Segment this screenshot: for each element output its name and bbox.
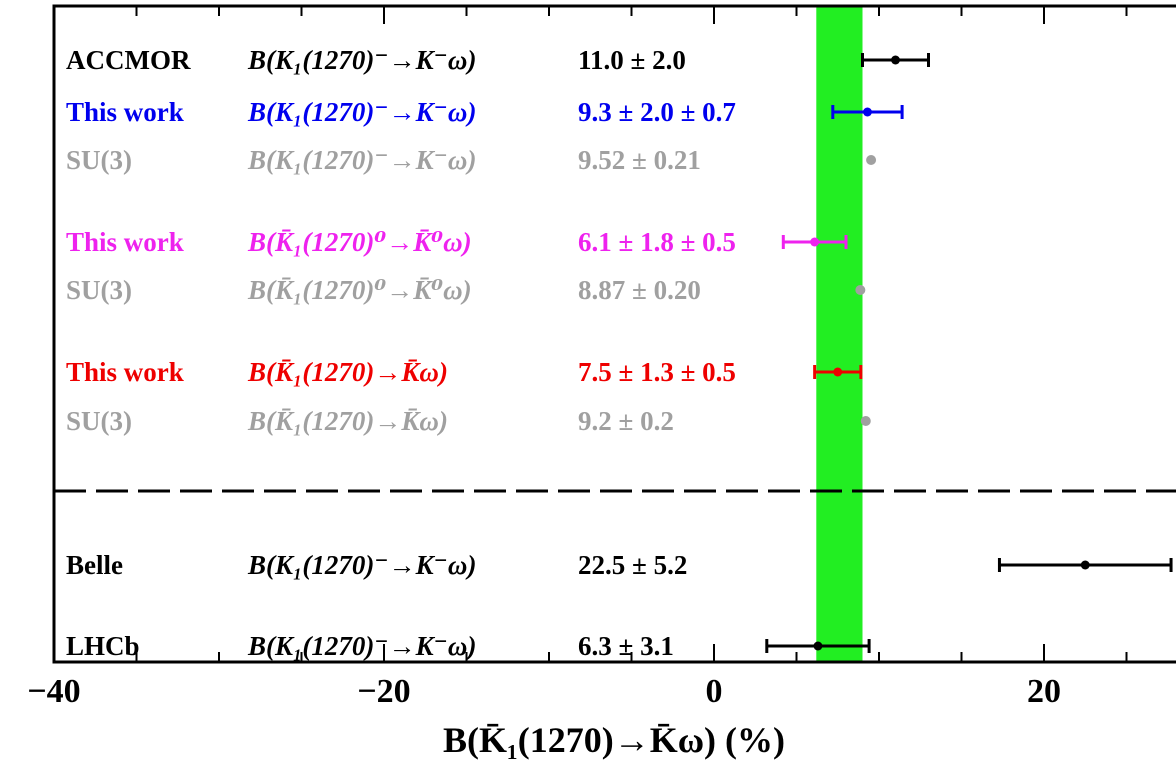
x-axis-label: B(K̄₁(1270)→K̄ω) (%) bbox=[443, 720, 785, 760]
row-value-label: 6.1 ± 1.8 ± 0.5 bbox=[578, 227, 736, 257]
average-band bbox=[816, 6, 863, 662]
data-point bbox=[866, 155, 877, 165]
row-group-label: This work bbox=[66, 227, 184, 257]
row-value-label: 9.3 ± 2.0 ± 0.7 bbox=[578, 97, 736, 127]
row-value-label: 8.87 ± 0.20 bbox=[578, 275, 701, 305]
row-group-label: LHCb bbox=[66, 631, 140, 661]
row-group-label: This work bbox=[66, 357, 184, 387]
row-group-label: SU(3) bbox=[66, 145, 132, 175]
row-process-label: B(K₁(1270)⁻→K⁻ω) bbox=[247, 550, 476, 580]
row-group-label: Belle bbox=[66, 550, 123, 580]
row-process-label: B(K₁(1270)⁻→K⁻ω) bbox=[247, 97, 476, 127]
data-point bbox=[813, 641, 823, 651]
row-process-label: B(K̄₁(1270)⁰→K̄⁰ω) bbox=[247, 275, 472, 305]
row-process-label: B(K₁(1270)⁻→K⁻ω) bbox=[247, 45, 476, 75]
data-point bbox=[860, 416, 871, 426]
row-value-label: 7.5 ± 1.3 ± 0.5 bbox=[578, 357, 736, 387]
data-point bbox=[833, 367, 843, 377]
x-tick-label: 20 bbox=[1027, 673, 1061, 710]
row-value-label: 11.0 ± 2.0 bbox=[578, 45, 686, 75]
row-process-label: B(K̄₁(1270)→K̄ω) bbox=[247, 406, 448, 436]
row-group-label: SU(3) bbox=[66, 406, 132, 436]
row-value-label: 9.52 ± 0.21 bbox=[578, 145, 701, 175]
row-process-label: B(K₁(1270)⁻→K⁻ω) bbox=[247, 145, 476, 175]
data-point bbox=[862, 107, 872, 117]
data-point bbox=[810, 237, 820, 247]
row-process-label: B(K₁(1270)⁻→K⁻ω) bbox=[247, 631, 476, 661]
row-group-label: ACCMOR bbox=[66, 45, 191, 75]
x-tick-label: −40 bbox=[27, 673, 80, 710]
data-point bbox=[891, 55, 900, 65]
x-tick-label: −20 bbox=[357, 673, 410, 710]
data-point bbox=[855, 285, 866, 295]
row-process-label: B(K̄₁(1270)→K̄ω) bbox=[247, 357, 448, 387]
data-point bbox=[1080, 560, 1090, 570]
row-value-label: 9.2 ± 0.2 bbox=[578, 406, 674, 436]
row-value-label: 6.3 ± 3.1 bbox=[578, 631, 674, 661]
plot-frame bbox=[52, 4, 1176, 664]
row-group-label: SU(3) bbox=[66, 275, 132, 305]
row-value-label: 22.5 ± 5.2 bbox=[578, 550, 687, 580]
row-process-label: B(K̄₁(1270)⁰→K̄⁰ω) bbox=[247, 227, 472, 257]
row-group-label: This work bbox=[66, 97, 184, 127]
x-tick-label: 0 bbox=[706, 673, 723, 710]
